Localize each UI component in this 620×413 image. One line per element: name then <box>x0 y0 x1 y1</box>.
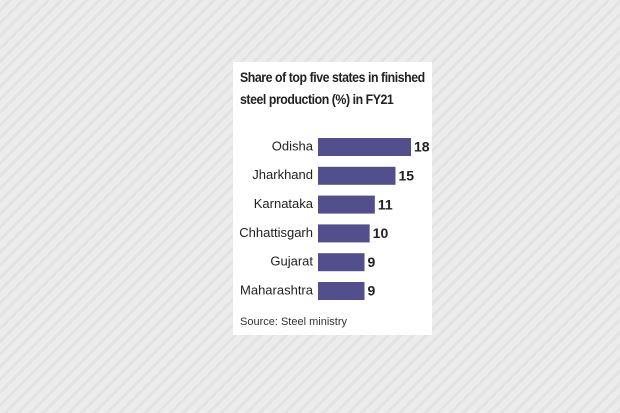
bar <box>318 166 396 185</box>
value-label: 15 <box>399 168 415 184</box>
bar <box>318 253 365 272</box>
category-label: Maharashtra <box>240 282 314 297</box>
category-label: Gujarat <box>270 254 313 269</box>
bar <box>318 282 365 300</box>
category-label: Karnataka <box>254 196 314 211</box>
chart-card: Share of top five states in finished ste… <box>233 62 432 335</box>
value-label: 9 <box>368 283 376 299</box>
value-label: 18 <box>414 139 430 155</box>
bar <box>318 195 375 214</box>
bar <box>318 224 370 243</box>
value-label: 11 <box>378 196 393 212</box>
bar <box>318 138 411 156</box>
category-label: Chhattisgarh <box>239 225 313 240</box>
value-label: 9 <box>368 254 376 270</box>
source-note: Source: Steel ministry <box>240 316 347 328</box>
category-label: Jharkhand <box>252 167 313 182</box>
chart-title: Share of top five states in finished ste… <box>240 69 425 107</box>
value-label: 10 <box>373 225 389 241</box>
category-label: Odisha <box>272 138 314 153</box>
chart: Source: Steel ministry Odisha 18 Jharkhand… <box>239 138 430 328</box>
